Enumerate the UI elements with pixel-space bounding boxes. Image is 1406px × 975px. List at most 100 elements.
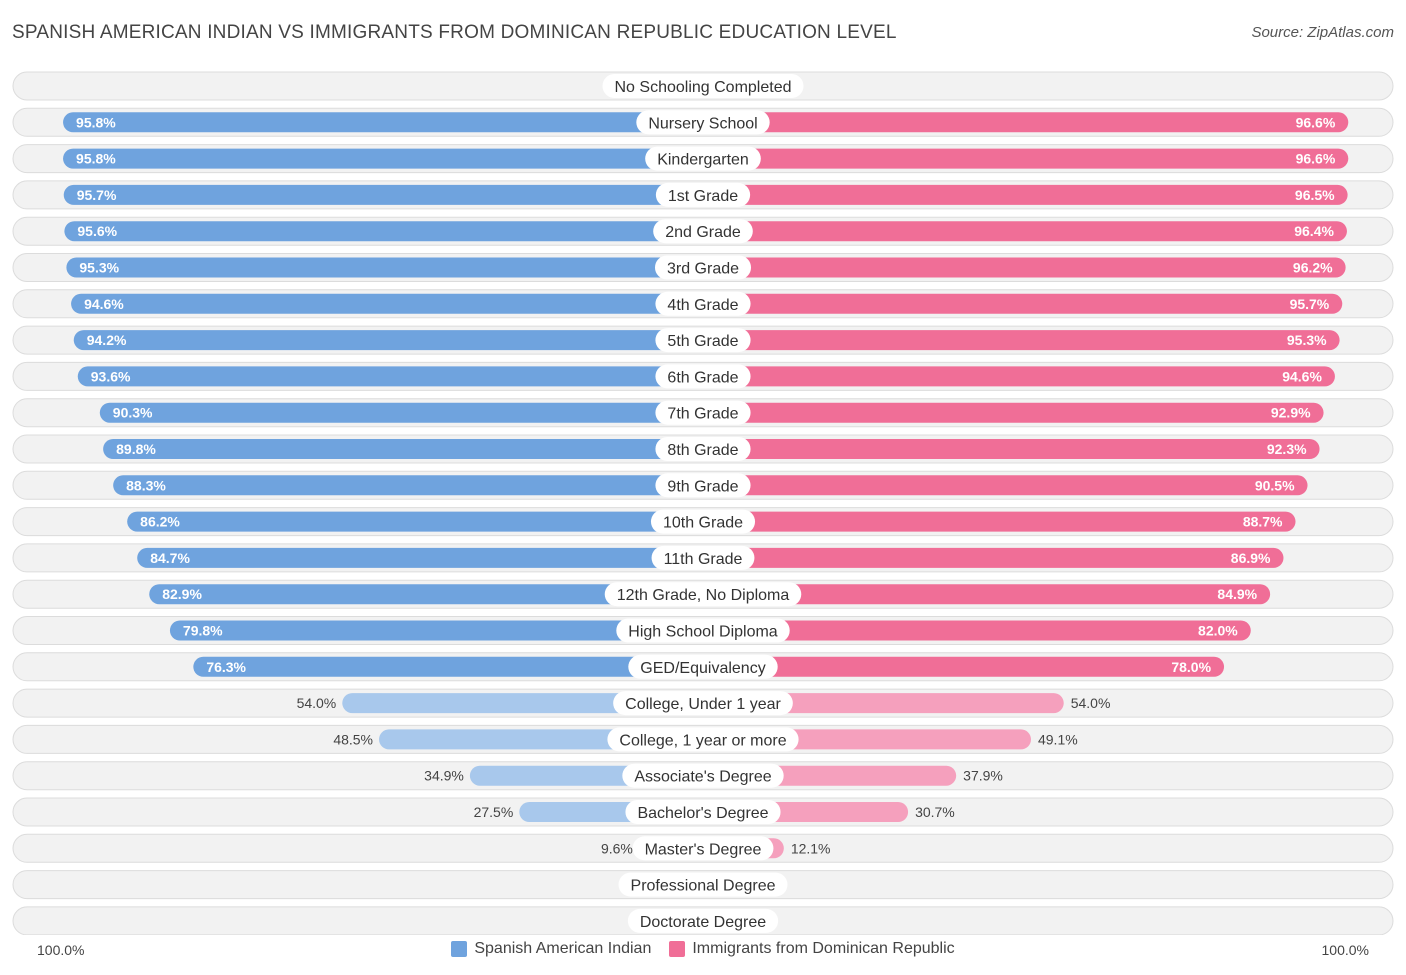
category-label-college-1-year-or-more: College, 1 year or more [619,732,786,749]
category-label-5th-grade: 5th Grade [667,333,738,350]
value-right-kindergarten: 96.6% [1296,151,1336,167]
value-right-bachelor-s-degree: 30.7% [915,804,955,820]
category-label-6th-grade: 6th Grade [667,369,738,386]
bar-right-4th-grade [703,293,1343,314]
bar-right-10th-grade [703,511,1296,532]
legend-item-left[interactable]: Spanish American Indian [451,940,651,958]
value-right-college-under-1-year: 54.0% [1071,695,1111,711]
bar-right-7th-grade [703,402,1324,423]
value-left-4th-grade: 94.6% [84,296,124,312]
category-pill-6th-grade [655,364,751,389]
category-pill-no-schooling-completed [602,74,804,98]
category-label-professional-degree: Professional Degree [631,878,776,895]
value-left-high-school-diploma: 79.8% [183,623,223,639]
category-label-2nd-grade: 2nd Grade [665,224,741,241]
chart-source: Source: ZipAtlas.com [1251,24,1394,41]
category-pill-8th-grade [655,437,751,461]
value-left-5th-grade: 94.2% [87,332,127,348]
category-pill-3rd-grade [654,255,752,280]
category-pill-associate-s-degree [622,763,784,788]
value-right-nursery-school: 96.6% [1296,114,1336,130]
category-pill-5th-grade [655,328,751,353]
category-pill-ged-equivalency [628,654,778,679]
legend-swatch-left [451,941,468,957]
category-pill-2nd-grade [653,219,753,244]
bar-right-8th-grade [703,439,1320,459]
bar-right-9th-grade [703,475,1308,496]
category-label-7th-grade: 7th Grade [667,406,738,423]
value-left-2nd-grade: 95.6% [77,223,117,239]
bar-left-college-under-1-year [342,693,703,714]
category-label-1st-grade: 1st Grade [668,188,738,205]
category-pill-kindergarten [645,146,761,171]
value-right-6th-grade: 94.6% [1282,368,1322,384]
value-left-6th-grade: 93.6% [91,368,131,384]
category-pill-doctorate-degree [627,908,779,933]
bar-right-6th-grade [703,366,1335,387]
category-label-nursery-school: Nursery School [648,115,757,132]
legend-item-right[interactable]: Immigrants from Dominican Republic [669,940,955,958]
education-chart: 4.2%3.4%No Schooling Completed95.8%96.6%… [12,71,1394,935]
value-right-college-1-year-or-more: 49.1% [1038,731,1078,747]
value-left-ged-equivalency: 76.3% [206,659,246,675]
category-pill-12th-grade-no-diploma [604,582,802,607]
category-label-bachelor-s-degree: Bachelor's Degree [637,805,768,822]
value-right-high-school-diploma: 82.0% [1198,623,1238,639]
legend-label-left: Spanish American Indian [474,940,652,957]
value-left-kindergarten: 95.8% [76,151,116,167]
category-pill-10th-grade [650,509,756,534]
bar-left-8th-grade [103,439,704,459]
bar-right-nursery-school [703,112,1349,133]
category-label-college-under-1-year: College, Under 1 year [625,696,781,713]
bar-left-3rd-grade [66,257,704,278]
category-label-8th-grade: 8th Grade [667,442,738,459]
value-left-11th-grade: 84.7% [150,550,190,566]
bar-left-2nd-grade [64,221,704,242]
bar-right-high-school-diploma [703,620,1251,641]
bar-left-5th-grade [73,330,703,351]
bar-right-3rd-grade [703,257,1346,278]
bar-left-1st-grade [63,184,703,205]
legend-swatch-right [669,941,686,957]
category-label-12th-grade-no-diploma: 12th Grade, No Diploma [617,587,790,604]
category-label-4th-grade: 4th Grade [667,297,738,314]
bar-left-nursery-school [63,112,703,133]
bar-left-12th-grade-no-diploma [149,584,703,605]
legend: Spanish American Indian Immigrants from … [0,940,1406,958]
value-right-2nd-grade: 96.4% [1294,223,1334,239]
value-left-3rd-grade: 95.3% [79,260,119,276]
legend-label-right: Immigrants from Dominican Republic [692,940,955,957]
bar-right-12th-grade-no-diploma [703,584,1271,605]
value-left-bachelor-s-degree: 27.5% [474,804,514,820]
category-label-ged-equivalency: GED/Equivalency [640,660,765,677]
value-right-3rd-grade: 96.2% [1293,260,1333,276]
value-left-1st-grade: 95.7% [77,187,117,203]
bar-left-kindergarten [63,148,703,169]
value-left-8th-grade: 89.8% [116,441,156,457]
category-pill-11th-grade [651,545,755,570]
category-label-associate-s-degree: Associate's Degree [634,769,771,786]
category-pill-bachelor-s-degree [625,800,781,824]
category-pill-4th-grade [655,291,751,316]
category-label-master-s-degree: Master's Degree [645,841,762,858]
bar-left-7th-grade [99,402,703,423]
category-label-kindergarten: Kindergarten [657,152,749,169]
value-left-college-1-year-or-more: 48.5% [333,731,373,747]
value-right-ged-equivalency: 78.0% [1171,659,1211,675]
category-pill-high-school-diploma [616,618,790,643]
bar-right-5th-grade [703,330,1340,351]
value-right-11th-grade: 86.9% [1231,550,1271,566]
value-right-12th-grade-no-diploma: 84.9% [1217,586,1257,602]
value-right-associate-s-degree: 37.9% [963,768,1003,784]
value-right-10th-grade: 88.7% [1243,514,1283,530]
bar-left-9th-grade [113,475,703,496]
category-pill-nursery-school [636,110,770,135]
bar-right-11th-grade [703,547,1284,568]
value-left-nursery-school: 95.8% [76,114,116,130]
category-label-no-schooling-completed: No Schooling Completed [615,79,792,96]
bar-right-college-under-1-year [703,693,1064,714]
value-left-associate-s-degree: 34.9% [424,768,464,784]
value-right-8th-grade: 92.3% [1267,441,1307,457]
value-right-7th-grade: 92.9% [1271,405,1311,421]
axis-left-label: 100.0% [37,942,85,958]
